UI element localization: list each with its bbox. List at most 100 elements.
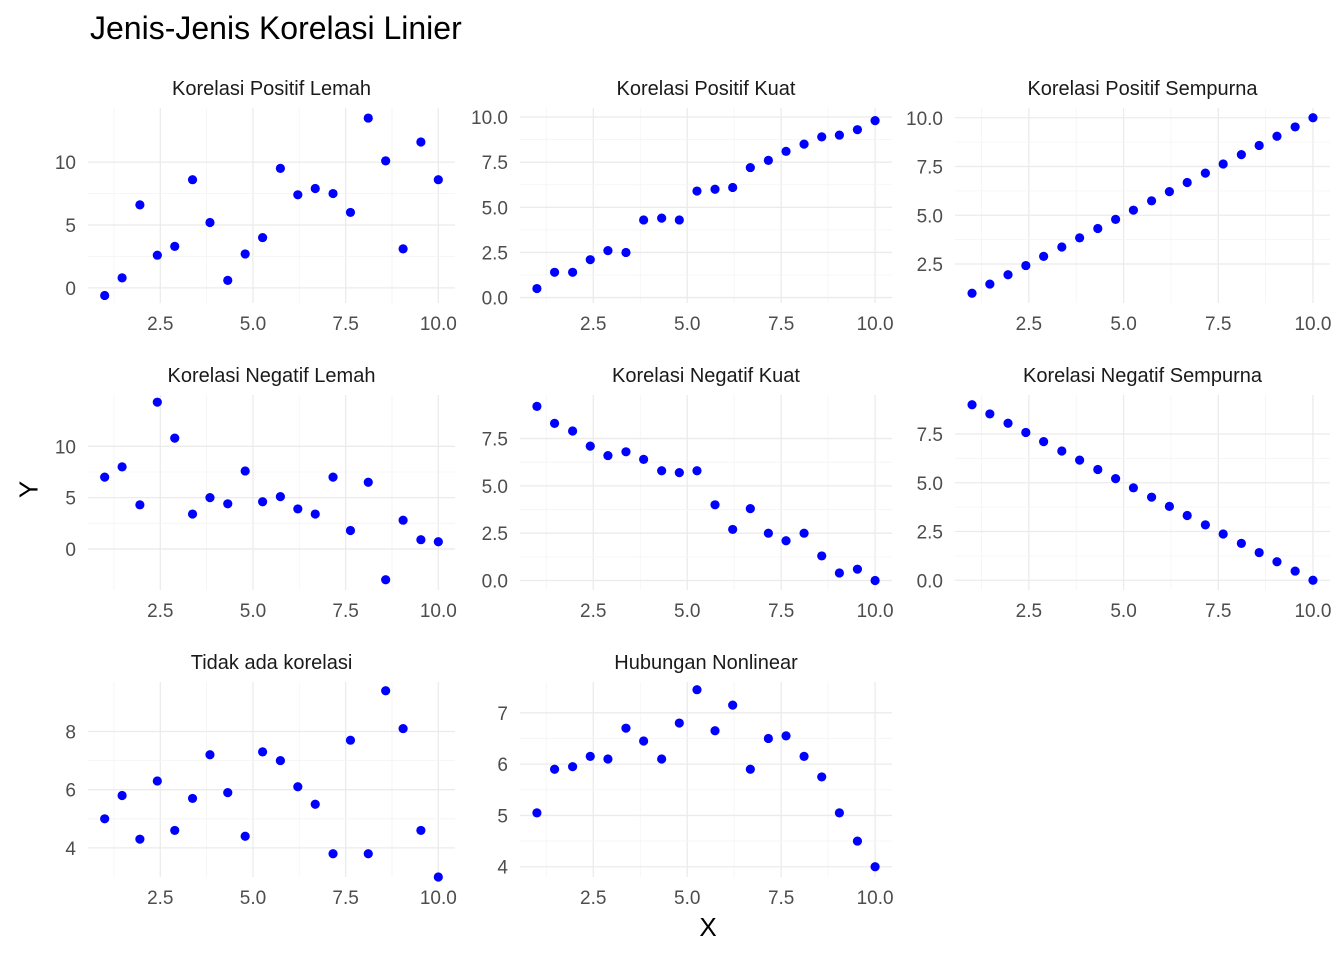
- data-point: [852, 564, 863, 574]
- data-point: [240, 831, 250, 841]
- data-point: [532, 283, 542, 294]
- y-tick-label: 6: [497, 755, 508, 776]
- data-point: [1075, 233, 1085, 243]
- data-point: [398, 515, 408, 525]
- data-point: [416, 825, 426, 836]
- y-tick-label: 5: [497, 806, 508, 827]
- y-tick-label: 2.5: [917, 255, 943, 276]
- data-point: [1218, 159, 1228, 169]
- panel-title: Korelasi Negatif Lemah: [168, 365, 376, 387]
- data-point: [745, 503, 755, 514]
- data-point: [1128, 483, 1139, 493]
- data-point: [532, 401, 542, 411]
- data-point: [710, 500, 720, 510]
- x-tick-label: 5.0: [240, 888, 266, 909]
- x-tick-label: 10.0: [857, 314, 894, 335]
- data-point: [692, 186, 702, 196]
- data-point: [763, 733, 773, 744]
- data-point: [603, 450, 613, 461]
- data-point: [117, 462, 127, 472]
- data-point: [781, 731, 791, 741]
- data-point: [275, 163, 285, 173]
- data-point: [258, 747, 268, 757]
- x-tick-label: 7.5: [1205, 601, 1231, 622]
- data-point: [763, 155, 773, 165]
- x-tick-label: 10.0: [420, 888, 457, 909]
- data-point: [187, 175, 198, 185]
- data-point: [799, 528, 809, 538]
- data-point: [1272, 131, 1282, 141]
- data-point: [985, 409, 995, 419]
- data-point: [852, 125, 863, 135]
- data-point: [710, 184, 720, 194]
- y-tick-label: 8: [65, 722, 76, 743]
- x-tick-label: 5.0: [240, 601, 266, 622]
- data-point: [345, 525, 356, 536]
- data-point: [328, 849, 338, 859]
- data-point: [363, 849, 373, 859]
- data-point: [1146, 492, 1157, 502]
- data-point: [549, 267, 560, 277]
- data-point: [985, 279, 995, 289]
- data-point: [799, 139, 809, 149]
- data-point: [585, 255, 595, 265]
- data-point: [817, 132, 827, 142]
- y-tick-label: 2.5: [482, 524, 508, 545]
- data-point: [170, 433, 180, 443]
- data-point: [416, 535, 426, 545]
- data-point: [1272, 557, 1282, 567]
- data-point: [1254, 547, 1264, 558]
- x-tick-label: 2.5: [580, 888, 606, 909]
- data-point: [568, 267, 578, 277]
- data-point: [710, 726, 720, 736]
- data-point: [205, 217, 215, 228]
- y-tick-label: 2.5: [917, 523, 943, 544]
- x-tick-label: 5.0: [1110, 601, 1136, 622]
- y-tick-label: 0.0: [917, 571, 943, 592]
- data-point: [187, 793, 198, 804]
- data-point: [1057, 446, 1067, 456]
- data-point: [135, 500, 145, 510]
- data-point: [967, 288, 977, 298]
- data-point: [639, 736, 649, 746]
- data-point: [1021, 260, 1031, 271]
- panel-title: Tidak ada korelasi: [191, 652, 353, 674]
- data-point: [223, 275, 233, 285]
- data-point: [100, 472, 110, 482]
- panel-5: Korelasi Negatif Kuat 0.0 2.5 5.0 7.5 2.5 5.0 7…: [482, 365, 894, 622]
- data-point: [639, 454, 649, 464]
- x-tick-label: 5.0: [1110, 314, 1136, 335]
- data-point: [1164, 187, 1174, 197]
- y-tick-label: 7.5: [917, 425, 943, 446]
- x-tick-label: 7.5: [1205, 314, 1231, 335]
- data-point: [603, 754, 613, 764]
- x-tick-label: 7.5: [332, 888, 358, 909]
- panel-4: Korelasi Negatif Lemah 0 5 10 2.5 5.0 7.5 10.0: [55, 365, 457, 622]
- x-tick-label: 10.0: [1294, 601, 1331, 622]
- y-tick-label: 0.0: [482, 289, 508, 310]
- data-point: [345, 207, 356, 218]
- data-point: [532, 808, 542, 818]
- panel-7: Tidak ada korelasi 4 6 8 2.5 5.0 7.5 10.0: [65, 652, 456, 909]
- x-tick-label: 10.0: [857, 601, 894, 622]
- data-point: [398, 244, 408, 254]
- data-point: [1290, 566, 1300, 576]
- y-tick-label: 6: [65, 781, 76, 802]
- data-point: [870, 862, 880, 872]
- data-point: [1164, 501, 1174, 511]
- x-tick-label: 2.5: [147, 601, 173, 622]
- data-point: [834, 130, 844, 140]
- data-point: [568, 762, 578, 772]
- x-tick-label: 2.5: [147, 314, 173, 335]
- data-point: [692, 466, 702, 476]
- data-point: [223, 787, 233, 798]
- x-tick-label: 5.0: [674, 601, 700, 622]
- data-point: [1039, 251, 1049, 261]
- data-point: [674, 718, 684, 728]
- y-tick-label: 5: [65, 489, 76, 510]
- data-point: [621, 723, 631, 733]
- data-point: [170, 825, 180, 836]
- data-point: [745, 764, 755, 774]
- data-point: [293, 504, 303, 514]
- data-point: [152, 250, 162, 260]
